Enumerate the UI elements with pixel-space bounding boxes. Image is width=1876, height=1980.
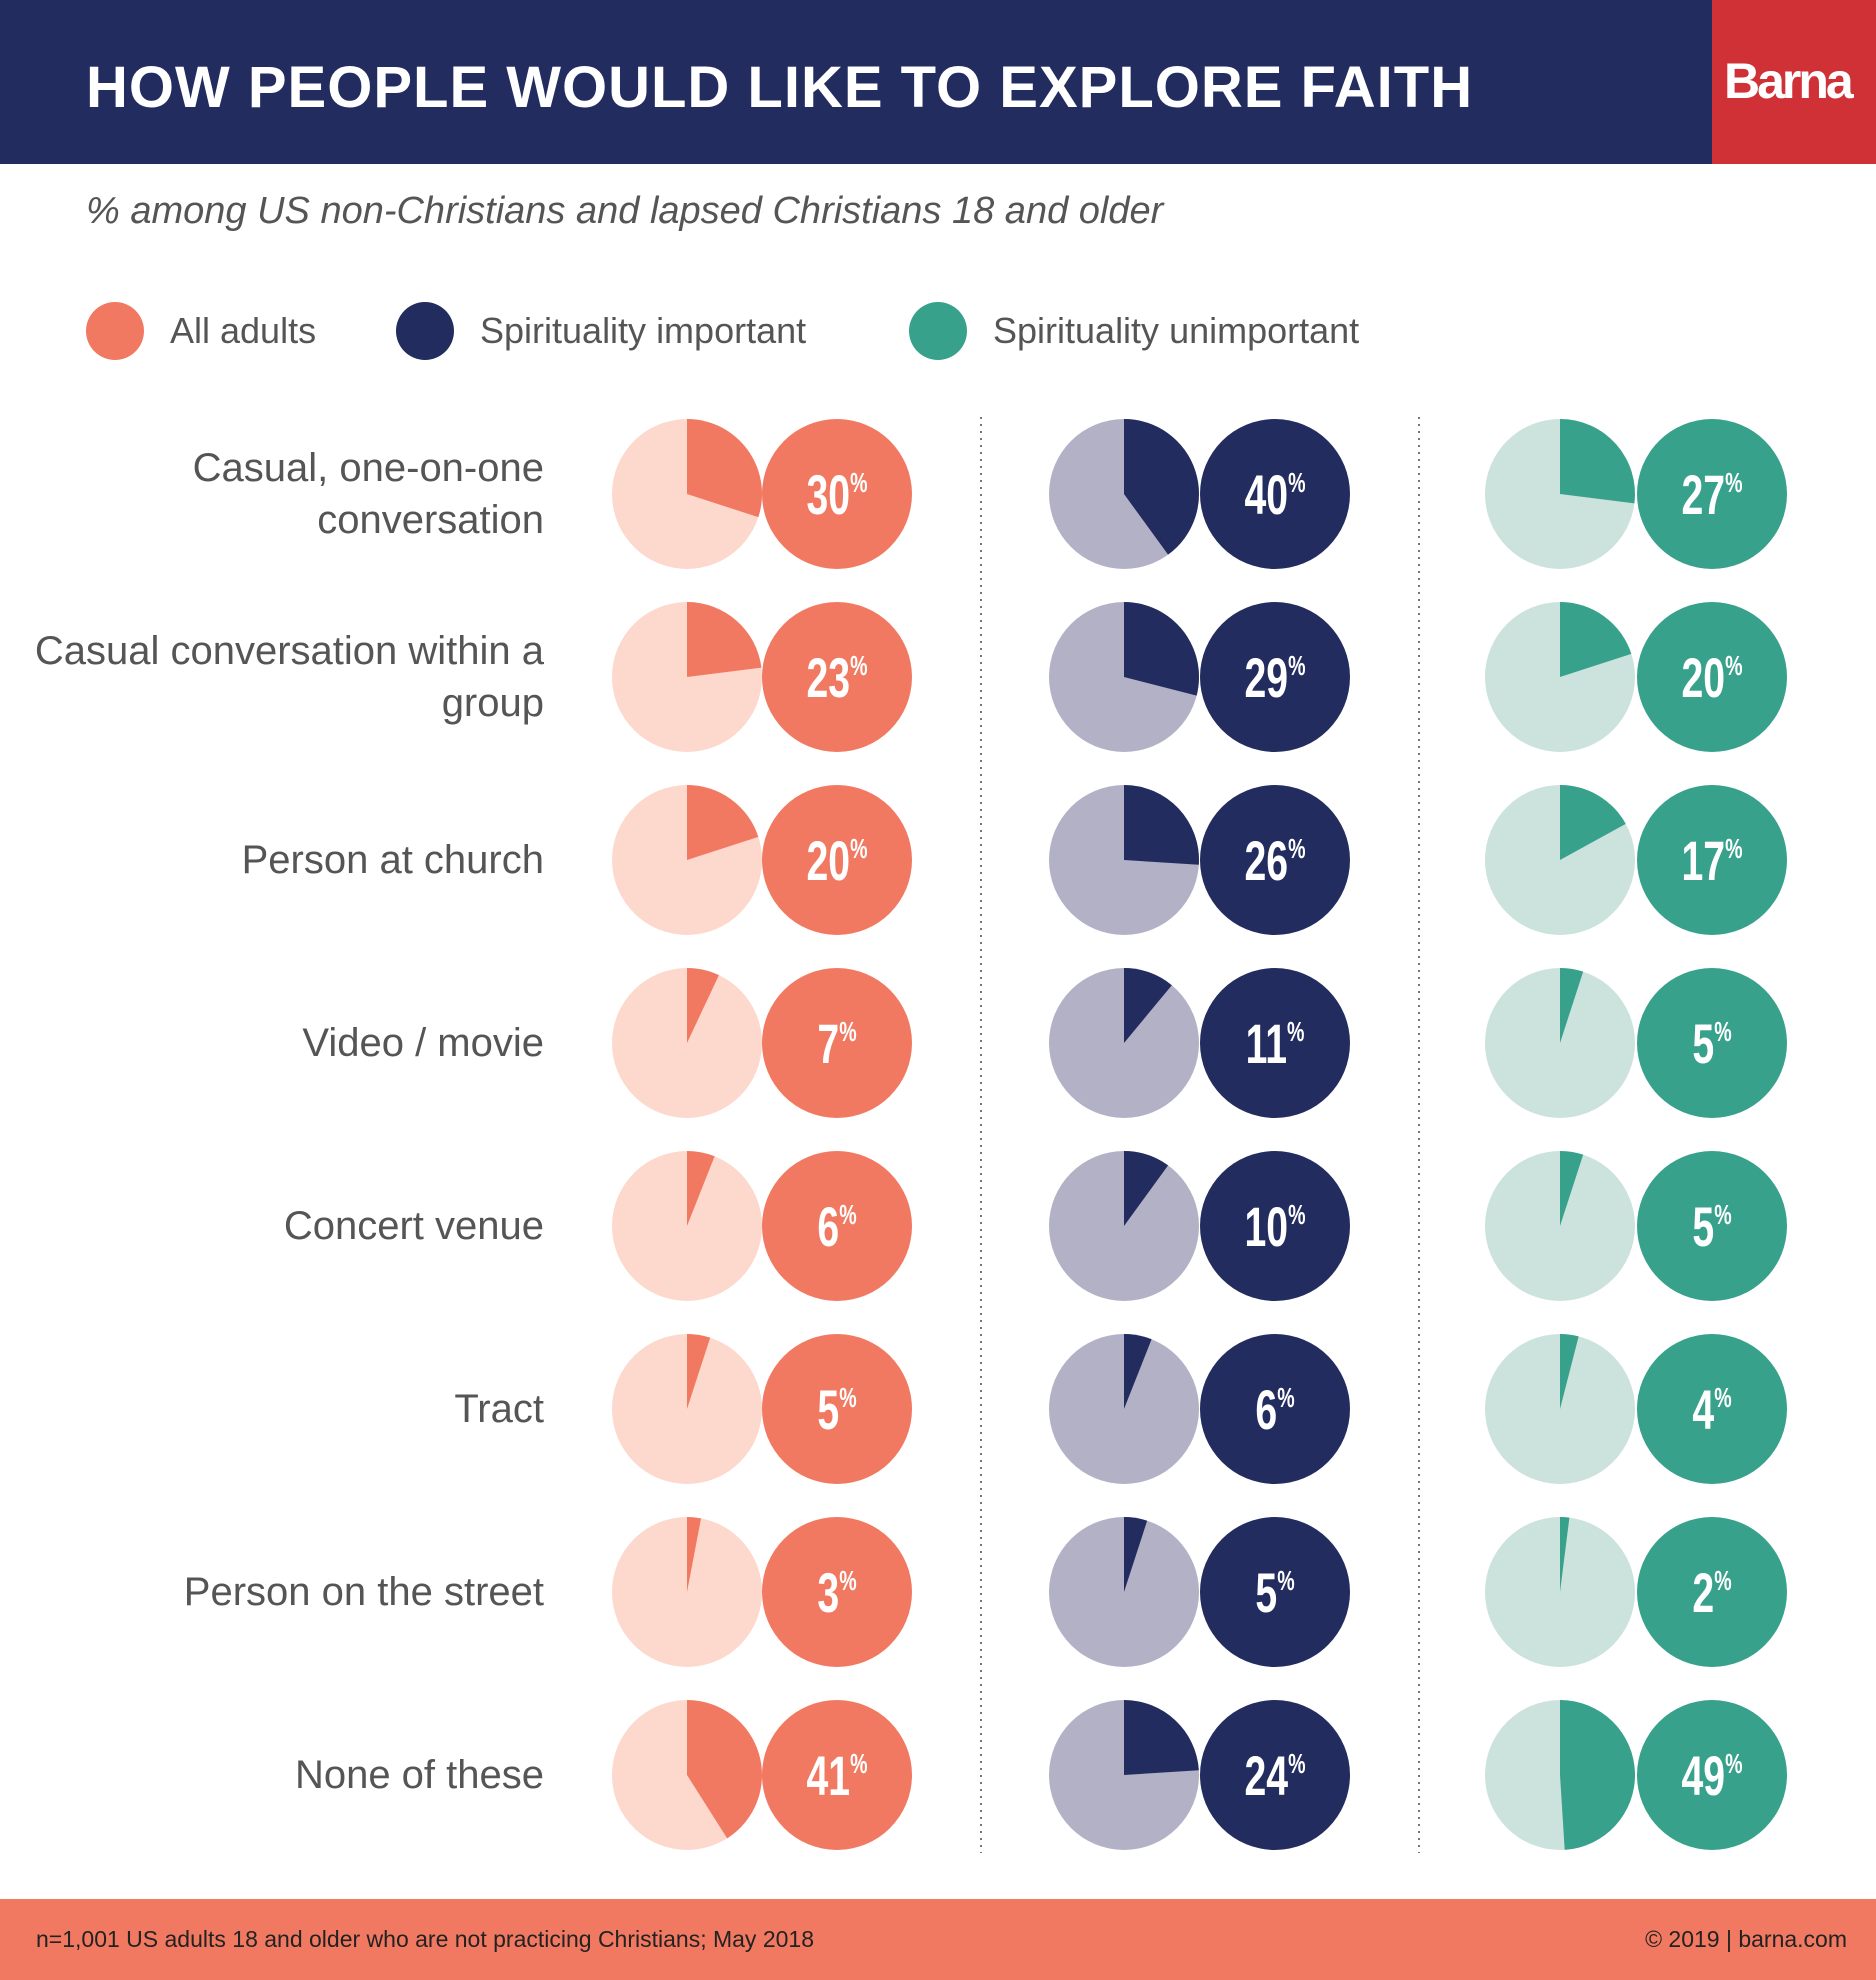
value-circle	[1200, 419, 1350, 569]
value-label: 3%	[817, 1562, 856, 1625]
category-label: Casual conversation within a group	[34, 629, 544, 725]
pie-slice	[1124, 1151, 1169, 1226]
value-circle	[1637, 968, 1787, 1118]
pie-slice	[1124, 602, 1199, 696]
value-label: 29%	[1244, 647, 1305, 710]
pie-slice	[687, 1151, 715, 1226]
value-circle	[1637, 1151, 1787, 1301]
legend-swatch	[396, 302, 454, 360]
value-circle	[1200, 785, 1350, 935]
pie-slice	[687, 1517, 702, 1592]
pie-slice	[687, 602, 762, 677]
value-label: 5%	[817, 1379, 856, 1442]
value-circle	[1200, 1517, 1350, 1667]
value-label: 5%	[1255, 1562, 1294, 1625]
value-label: 20%	[806, 830, 867, 893]
value-circle	[1637, 785, 1787, 935]
pie-slice	[1560, 1334, 1579, 1409]
pie-slice	[1560, 1700, 1635, 1850]
value-label: 7%	[817, 1013, 856, 1076]
legend-swatch	[86, 302, 144, 360]
category-label: Concert venue	[283, 1204, 544, 1248]
category-label: Video / movie	[302, 1021, 544, 1065]
value-circle	[762, 419, 912, 569]
value-circle	[762, 602, 912, 752]
value-circle	[1637, 419, 1787, 569]
pie-slice	[687, 1700, 763, 1839]
value-circle	[1200, 968, 1350, 1118]
value-label: 5%	[1692, 1196, 1731, 1259]
category-label: Person on the street	[183, 1570, 544, 1614]
value-label: 5%	[1692, 1013, 1731, 1076]
value-circle	[762, 1334, 912, 1484]
pie-slice	[1560, 785, 1626, 860]
value-label: 26%	[1244, 830, 1305, 893]
value-circle	[762, 785, 912, 935]
pie-slice	[1560, 602, 1632, 677]
category-label: Person at church	[241, 838, 544, 882]
value-label: 27%	[1681, 464, 1742, 527]
pie-slice	[1124, 1334, 1152, 1409]
category-label: Casual, one-on-one conversation	[192, 446, 544, 542]
pie-slice	[1124, 785, 1199, 865]
value-label: 30%	[806, 464, 867, 527]
value-label: 6%	[1255, 1379, 1294, 1442]
value-circle	[1637, 1334, 1787, 1484]
pie-slice	[1124, 1700, 1199, 1775]
category-label: None of these	[294, 1753, 544, 1797]
copyright: © 2019 | barna.com	[1645, 1926, 1847, 1952]
value-circle	[1637, 1700, 1787, 1850]
sample-note: n=1,001 US adults 18 and older who are n…	[36, 1926, 814, 1952]
value-label: 4%	[1692, 1379, 1731, 1442]
value-circle	[1200, 1334, 1350, 1484]
chart-title: HOW PEOPLE WOULD LIKE TO EXPLORE FAITH	[86, 55, 1474, 120]
value-circle	[762, 1517, 912, 1667]
value-circle	[762, 1700, 912, 1850]
pie-slice	[1124, 1517, 1148, 1592]
pie-slice	[1124, 968, 1172, 1043]
pie-slice	[1560, 1151, 1584, 1226]
footer: n=1,001 US adults 18 and older who are n…	[0, 1899, 1876, 1980]
value-label: 6%	[817, 1196, 856, 1259]
value-circle	[762, 1151, 912, 1301]
pie-slice	[687, 1334, 711, 1409]
category-label: Tract	[454, 1387, 544, 1431]
value-label: 11%	[1246, 1013, 1305, 1076]
legend-item-spirituality-unimportant: Spirituality unimportant	[909, 302, 1359, 360]
value-circle	[1637, 1517, 1787, 1667]
value-circle	[762, 968, 912, 1118]
value-circle	[1200, 1151, 1350, 1301]
pie-slice	[687, 968, 719, 1043]
barna-logo: Barna	[1712, 0, 1876, 164]
value-label: 17%	[1681, 830, 1742, 893]
value-label: 40%	[1244, 464, 1305, 527]
value-label: 23%	[806, 647, 867, 710]
value-label: 2%	[1692, 1562, 1731, 1625]
pie-slice	[1560, 968, 1584, 1043]
value-label: 20%	[1681, 647, 1742, 710]
pie-slice	[1560, 419, 1635, 504]
value-circle	[1200, 602, 1350, 752]
pie-slice	[687, 785, 759, 860]
pie-slice	[1124, 419, 1199, 555]
chart-subtitle: % among US non-Christians and lapsed Chr…	[86, 190, 1164, 232]
pie-slice	[1560, 1517, 1570, 1592]
value-circle	[1637, 602, 1787, 752]
value-circle	[1200, 1700, 1350, 1850]
value-label: 24%	[1244, 1745, 1305, 1808]
header-banner: HOW PEOPLE WOULD LIKE TO EXPLORE FAITH	[0, 0, 1712, 164]
pie-slice	[687, 419, 762, 518]
legend-item-all-adults: All adults	[86, 302, 316, 360]
legend-swatch	[909, 302, 967, 360]
value-label: 49%	[1681, 1745, 1742, 1808]
value-label: 10%	[1244, 1196, 1305, 1259]
legend-item-spirituality-important: Spirituality important	[396, 302, 806, 360]
value-label: 41%	[806, 1745, 867, 1808]
